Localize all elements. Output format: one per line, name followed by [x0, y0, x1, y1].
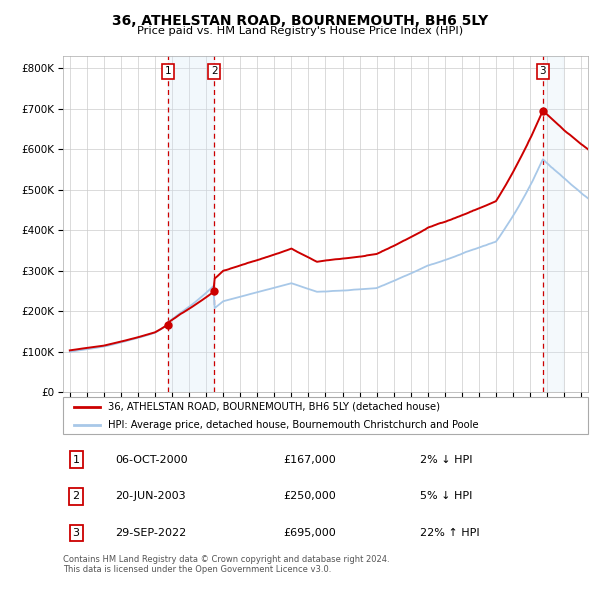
Text: 22% ↑ HPI: 22% ↑ HPI [420, 528, 479, 538]
Text: 1: 1 [73, 455, 80, 464]
Text: £167,000: £167,000 [284, 455, 336, 464]
Text: 3: 3 [73, 528, 80, 538]
Text: HPI: Average price, detached house, Bournemouth Christchurch and Poole: HPI: Average price, detached house, Bour… [107, 419, 478, 430]
Bar [168, 56, 214, 392]
Text: Price paid vs. HM Land Registry's House Price Index (HPI): Price paid vs. HM Land Registry's House … [137, 26, 463, 36]
Text: 36, ATHELSTAN ROAD, BOURNEMOUTH, BH6 5LY: 36, ATHELSTAN ROAD, BOURNEMOUTH, BH6 5LY [112, 14, 488, 28]
Text: 2: 2 [211, 66, 218, 76]
Text: 06-OCT-2000: 06-OCT-2000 [115, 455, 188, 464]
Text: £250,000: £250,000 [284, 491, 336, 502]
Text: This data is licensed under the Open Government Licence v3.0.: This data is licensed under the Open Gov… [63, 565, 331, 574]
Text: 1: 1 [165, 66, 172, 76]
Text: 29-SEP-2022: 29-SEP-2022 [115, 528, 187, 538]
Text: 36, ATHELSTAN ROAD, BOURNEMOUTH, BH6 5LY (detached house): 36, ATHELSTAN ROAD, BOURNEMOUTH, BH6 5LY… [107, 402, 440, 412]
Text: 2: 2 [73, 491, 80, 502]
Text: 5% ↓ HPI: 5% ↓ HPI [420, 491, 472, 502]
Text: 3: 3 [539, 66, 546, 76]
Text: 20-JUN-2003: 20-JUN-2003 [115, 491, 186, 502]
Text: Contains HM Land Registry data © Crown copyright and database right 2024.: Contains HM Land Registry data © Crown c… [63, 555, 389, 563]
Text: £695,000: £695,000 [284, 528, 336, 538]
Bar [543, 56, 563, 392]
Text: 2% ↓ HPI: 2% ↓ HPI [420, 455, 473, 464]
